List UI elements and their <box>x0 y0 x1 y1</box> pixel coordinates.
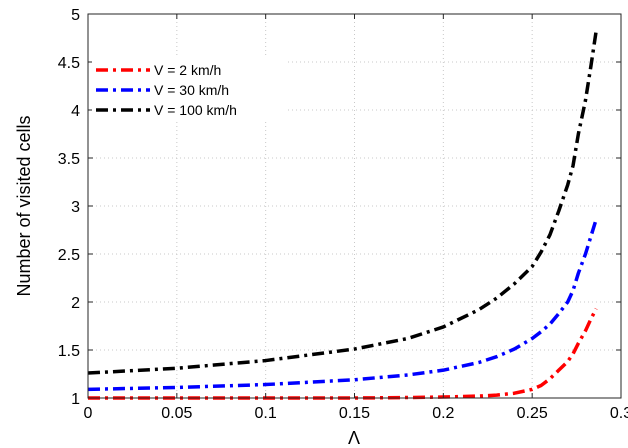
series-line-1 <box>88 307 598 400</box>
y-tick-label: 3 <box>71 199 80 216</box>
y-tick-label: 4 <box>71 103 80 120</box>
legend: V = 2 km/h V = 30 km/h V = 100 km/h <box>92 56 288 120</box>
legend-label-2: V = 30 km/h <box>154 82 229 98</box>
y-tick-label: 5 <box>71 7 80 24</box>
series-line-2 <box>87 218 598 392</box>
x-tick-label: 0.1 <box>255 405 277 422</box>
legend-label-3: V = 100 km/h <box>154 102 237 118</box>
x-tick-label: 0.05 <box>161 405 192 422</box>
x-tick-label: 0.2 <box>432 405 454 422</box>
x-tick-label: 0.15 <box>339 405 370 422</box>
y-tick-label: 3.5 <box>58 151 80 168</box>
y-tick-label: 1 <box>71 391 80 408</box>
ticks <box>87 13 622 399</box>
series-layer <box>87 31 598 400</box>
series-line-3 <box>87 31 598 375</box>
tick-labels: 0 0.05 0.1 0.15 0.2 0.25 0.3 1 1.5 2 2.5 3 3.5 4 4.5 5 <box>58 7 628 422</box>
x-axis-label: Λ <box>348 428 360 448</box>
x-tick-label: 0 <box>84 405 93 422</box>
y-tick-label: 1.5 <box>58 343 80 360</box>
x-tick-label: 0.25 <box>517 405 548 422</box>
y-tick-label: 4.5 <box>58 55 80 72</box>
legend-label-1: V = 2 km/h <box>154 62 221 78</box>
x-tick-label: 0.3 <box>610 405 628 422</box>
y-axis-label: Number of visited cells <box>14 115 34 296</box>
y-tick-label: 2.5 <box>58 247 80 264</box>
grid <box>88 14 621 398</box>
y-tick-label: 2 <box>71 295 80 312</box>
